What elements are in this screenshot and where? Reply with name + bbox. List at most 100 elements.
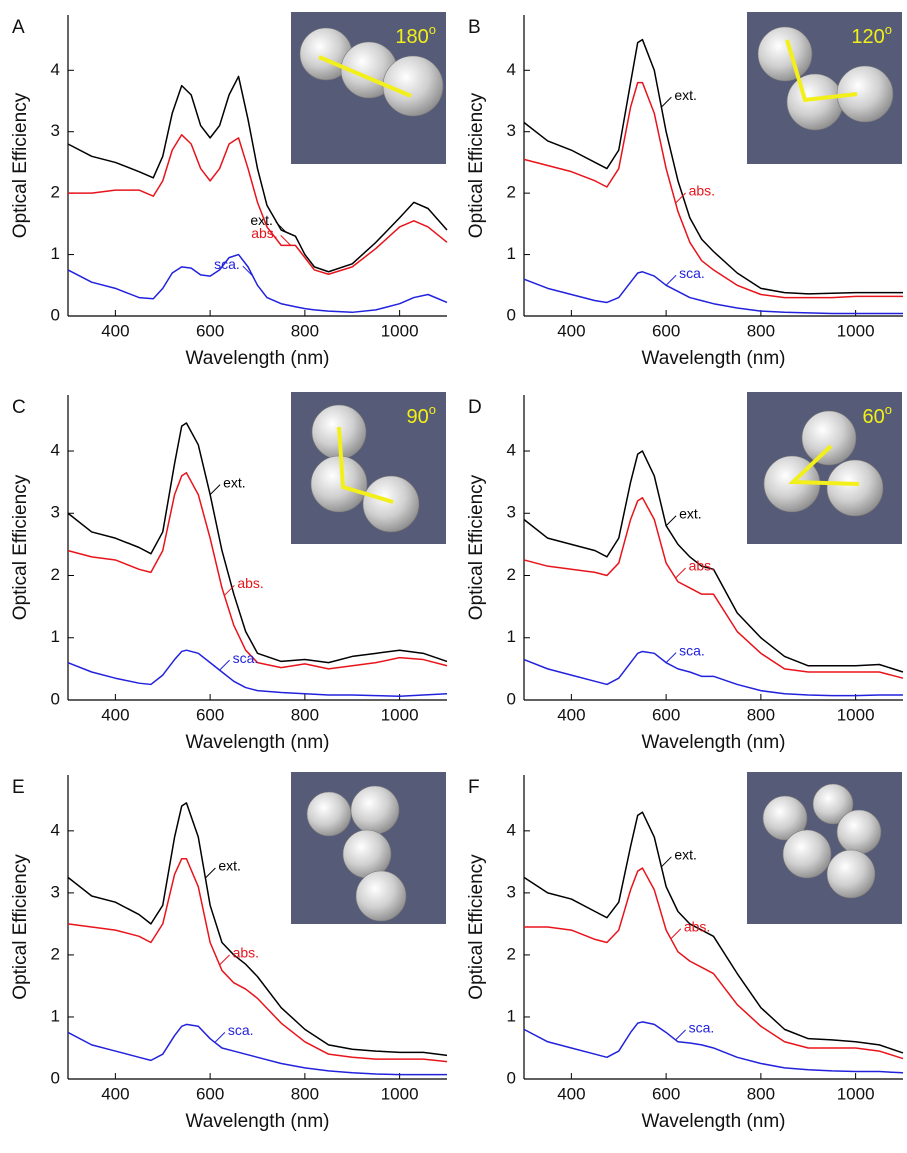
series-label: sca.	[228, 1022, 254, 1038]
x-tick-label: 800	[291, 705, 319, 724]
label-leader	[242, 265, 254, 277]
inset	[747, 772, 902, 924]
y-tick-label: 0	[51, 689, 60, 708]
x-tick-label: 600	[652, 321, 680, 340]
y-tick-label: 4	[507, 60, 516, 79]
y-tick-label: 2	[51, 565, 60, 584]
y-axis-title: Optical Efficiency	[10, 92, 31, 238]
series-label: abs.	[237, 575, 263, 591]
nanoparticle	[801, 410, 857, 466]
label-leader	[219, 659, 230, 671]
x-tick-label: 600	[652, 705, 680, 724]
x-tick-label: 800	[747, 1084, 775, 1103]
label-leader	[675, 192, 686, 204]
y-tick-label: 3	[51, 121, 60, 140]
y-tick-label: 4	[51, 820, 60, 839]
x-tick-label: 600	[196, 1084, 224, 1103]
series-label: ext.	[674, 847, 697, 863]
label-leader	[205, 867, 216, 879]
y-tick-label: 1	[51, 1006, 60, 1025]
x-axis-title: Wavelength (nm)	[186, 348, 330, 369]
nanoparticle	[355, 870, 407, 922]
series-line	[523, 38, 903, 295]
y-tick-label: 1	[507, 627, 516, 646]
nanoparticle	[762, 795, 808, 841]
series-label: ext.	[218, 858, 241, 874]
y-tick-label: 3	[51, 882, 60, 901]
angle-line	[337, 426, 394, 504]
panel-label: F	[468, 777, 480, 798]
angle-line	[318, 55, 412, 98]
angle-degree: o	[885, 22, 892, 37]
inset: 60o	[747, 392, 902, 544]
nanoparticle	[786, 73, 844, 131]
y-axis-title: Optical Efficiency	[466, 474, 487, 620]
angle-degree: o	[885, 402, 892, 417]
x-axis-title: Wavelength (nm)	[642, 732, 786, 753]
x-tick-label: 800	[747, 705, 775, 724]
label-leader	[223, 585, 235, 596]
panel-label: E	[12, 777, 25, 798]
series-line	[524, 867, 904, 1060]
series-label: abs.	[689, 558, 715, 574]
series-line	[67, 472, 448, 670]
y-axis-title: Optical Efficiency	[10, 854, 31, 1000]
series-line	[67, 422, 448, 664]
x-tick-label: 600	[652, 1084, 680, 1103]
series-label: sca.	[689, 1020, 715, 1036]
panel-label: B	[468, 17, 481, 38]
y-tick-label: 0	[51, 1068, 60, 1087]
y-axis-title: Optical Efficiency	[466, 92, 487, 238]
panel: 0 1 2 3 4 400 600 800 1000 Wavelength (nm) Optical…	[466, 772, 904, 1132]
series-label: abs.	[684, 918, 710, 934]
series-line	[67, 1023, 447, 1076]
y-tick-label: 3	[507, 503, 516, 522]
panel-label: C	[12, 397, 26, 418]
x-tick-label: 1000	[837, 705, 875, 724]
inset: 90o	[291, 392, 446, 544]
series-line	[523, 811, 904, 1054]
panel: 0 1 2 3 4 400 600 800 1000 Wavelength (nm) Optical…	[10, 772, 448, 1132]
y-tick-label: 4	[51, 60, 60, 79]
y-axis-title: Optical Efficiency	[466, 854, 487, 1000]
label-leader	[670, 928, 682, 940]
panel-label: D	[468, 397, 482, 418]
angle-degree: o	[429, 402, 436, 417]
x-tick-label: 400	[101, 705, 129, 724]
y-tick-label: 1	[51, 627, 60, 646]
y-tick-label: 3	[507, 882, 516, 901]
x-tick-label: 1000	[381, 1084, 419, 1103]
y-tick-label: 2	[51, 183, 60, 202]
inset: 120o	[747, 12, 902, 164]
series-line	[523, 1021, 904, 1074]
series-label: ext.	[250, 212, 273, 228]
series-line	[67, 802, 448, 1057]
series-line	[523, 650, 903, 697]
y-tick-label: 4	[51, 441, 60, 460]
angle-value: 120	[851, 26, 884, 48]
panel: 90o 0 1 2 3 4 400 600 800 1000 Wavelength (nm) Opti…	[10, 392, 448, 753]
series-line	[67, 858, 448, 1063]
series-line	[67, 75, 448, 273]
series-line	[523, 271, 903, 315]
y-tick-label: 3	[507, 121, 516, 140]
nanoparticle	[826, 849, 876, 899]
x-tick-label: 800	[747, 321, 775, 340]
y-tick-label: 2	[51, 944, 60, 963]
y-tick-label: 1	[507, 244, 516, 263]
angle-value: 180	[395, 26, 428, 48]
nanoparticle	[836, 65, 894, 123]
series-line	[523, 496, 904, 679]
label-leader	[665, 652, 677, 664]
x-tick-label: 400	[101, 321, 129, 340]
series-line	[68, 134, 448, 275]
label-leader	[214, 1032, 226, 1043]
inset: 180o	[291, 12, 446, 164]
nanoparticle	[350, 785, 400, 835]
x-tick-label: 1000	[381, 705, 419, 724]
label-leader	[275, 221, 287, 233]
nanoparticle	[836, 809, 882, 855]
nanoparticle	[310, 455, 368, 513]
label-leader	[219, 954, 230, 966]
